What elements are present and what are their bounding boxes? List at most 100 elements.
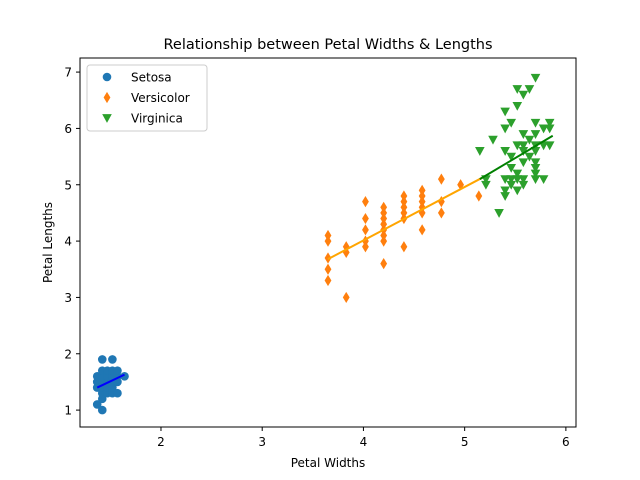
- legend-frame: [86, 64, 208, 132]
- y-tick-label: 2: [64, 347, 72, 361]
- data-point-versicolor: [418, 184, 426, 196]
- data-point-versicolor: [362, 212, 369, 225]
- data-point-setosa: [97, 355, 107, 364]
- data-point-virginica: [530, 73, 541, 83]
- data-point-virginica: [518, 141, 529, 151]
- data-point-setosa: [97, 405, 107, 415]
- data-point-virginica: [544, 124, 555, 134]
- data-point-virginica: [506, 175, 517, 185]
- data-point-virginica: [506, 152, 517, 162]
- data-point-virginica: [538, 175, 549, 185]
- data-point-versicolor: [324, 263, 332, 275]
- legend-label-virginica: Virginica: [131, 112, 183, 126]
- data-point-versicolor: [400, 207, 408, 219]
- x-tick-label: 2: [157, 435, 165, 449]
- x-axis: 2 3 4 5 6: [157, 427, 570, 449]
- data-point-setosa: [113, 366, 122, 375]
- data-point-virginica: [530, 130, 541, 139]
- legend-marker-versicolor: [103, 91, 111, 104]
- data-point-versicolor: [418, 224, 426, 236]
- x-tick-label: 4: [360, 435, 368, 449]
- data-point-virginica: [506, 180, 517, 190]
- data-point-virginica: [530, 158, 541, 168]
- data-point-versicolor: [400, 201, 408, 213]
- data-point-virginica: [524, 152, 535, 162]
- y-axis: 1 2 3 4 5 6 7: [64, 66, 80, 418]
- series-setosa: [92, 355, 129, 415]
- y-tick-label: 3: [64, 291, 72, 305]
- x-tick-label: 5: [461, 435, 469, 449]
- data-point-versicolor: [380, 201, 388, 213]
- y-tick-label: 1: [64, 404, 72, 418]
- data-point-virginica: [500, 192, 510, 201]
- data-point-virginica: [500, 107, 510, 117]
- data-point-setosa: [92, 400, 102, 409]
- data-point-virginica: [512, 169, 523, 179]
- data-point-virginica: [500, 124, 510, 134]
- data-point-versicolor: [418, 190, 426, 202]
- data-point-virginica: [500, 175, 510, 185]
- data-point-virginica: [506, 118, 517, 128]
- data-point-versicolor: [362, 224, 369, 236]
- data-point-virginica: [475, 147, 485, 156]
- data-point-virginica: [494, 209, 504, 218]
- data-point-virginica: [488, 135, 498, 145]
- legend: Setosa Versicolor Virginica: [86, 64, 208, 132]
- data-point-versicolor: [380, 235, 388, 247]
- fit-line-setosa: [96, 373, 125, 389]
- legend-label-setosa: Setosa: [131, 71, 172, 85]
- axes-frame: [79, 57, 577, 428]
- data-point-virginica: [500, 147, 510, 156]
- data-point-versicolor: [400, 190, 408, 202]
- data-point-virginica: [512, 101, 523, 111]
- y-tick-label: 6: [64, 122, 72, 136]
- data-point-virginica: [512, 186, 523, 196]
- y-tick-label: 4: [64, 235, 72, 249]
- data-point-virginica: [518, 147, 529, 156]
- data-point-virginica: [524, 135, 535, 145]
- series-versicolor: [324, 173, 486, 304]
- data-point-virginica: [544, 141, 555, 151]
- data-point-virginica: [530, 118, 541, 128]
- data-point-virginica: [530, 163, 541, 173]
- data-point-virginica: [518, 90, 529, 100]
- data-point-versicolor: [380, 229, 388, 242]
- data-point-virginica: [500, 186, 510, 196]
- data-point-virginica: [512, 175, 523, 185]
- y-tick-label: 5: [64, 178, 72, 192]
- data-point-versicolor: [380, 207, 388, 219]
- data-point-virginica: [530, 169, 541, 179]
- data-point-versicolor: [380, 258, 388, 270]
- data-point-virginica: [512, 85, 523, 94]
- data-point-virginica: [524, 85, 535, 94]
- y-axis-label: Petal Lengths: [41, 202, 55, 283]
- data-point-versicolor: [324, 274, 332, 287]
- series-virginica: [475, 73, 555, 218]
- data-point-versicolor: [400, 196, 408, 208]
- data-point-versicolor: [380, 212, 388, 225]
- data-point-virginica: [481, 180, 491, 190]
- data-point-setosa: [108, 355, 117, 364]
- fit-line-virginica: [479, 134, 554, 180]
- fit-line-versicolor: [327, 175, 486, 261]
- data-point-virginica: [518, 130, 529, 139]
- x-tick-label: 3: [258, 435, 266, 449]
- data-point-versicolor: [324, 235, 332, 247]
- plot-area: [92, 73, 555, 415]
- x-axis-label: Petal Widths: [291, 456, 366, 470]
- data-point-versicolor: [475, 190, 483, 202]
- data-point-virginica: [518, 175, 529, 185]
- data-point-versicolor: [437, 173, 445, 185]
- data-point-versicolor: [437, 207, 445, 219]
- data-point-virginica: [538, 124, 549, 134]
- data-point-versicolor: [400, 241, 408, 253]
- data-point-virginica: [530, 175, 541, 185]
- data-point-virginica: [544, 118, 555, 128]
- data-point-virginica: [518, 180, 529, 190]
- y-tick-label: 7: [64, 66, 72, 80]
- legend-label-versicolor: Versicolor: [131, 91, 190, 105]
- data-point-versicolor: [418, 196, 426, 208]
- data-point-versicolor: [362, 196, 369, 208]
- legend-marker-virginica: [102, 114, 112, 123]
